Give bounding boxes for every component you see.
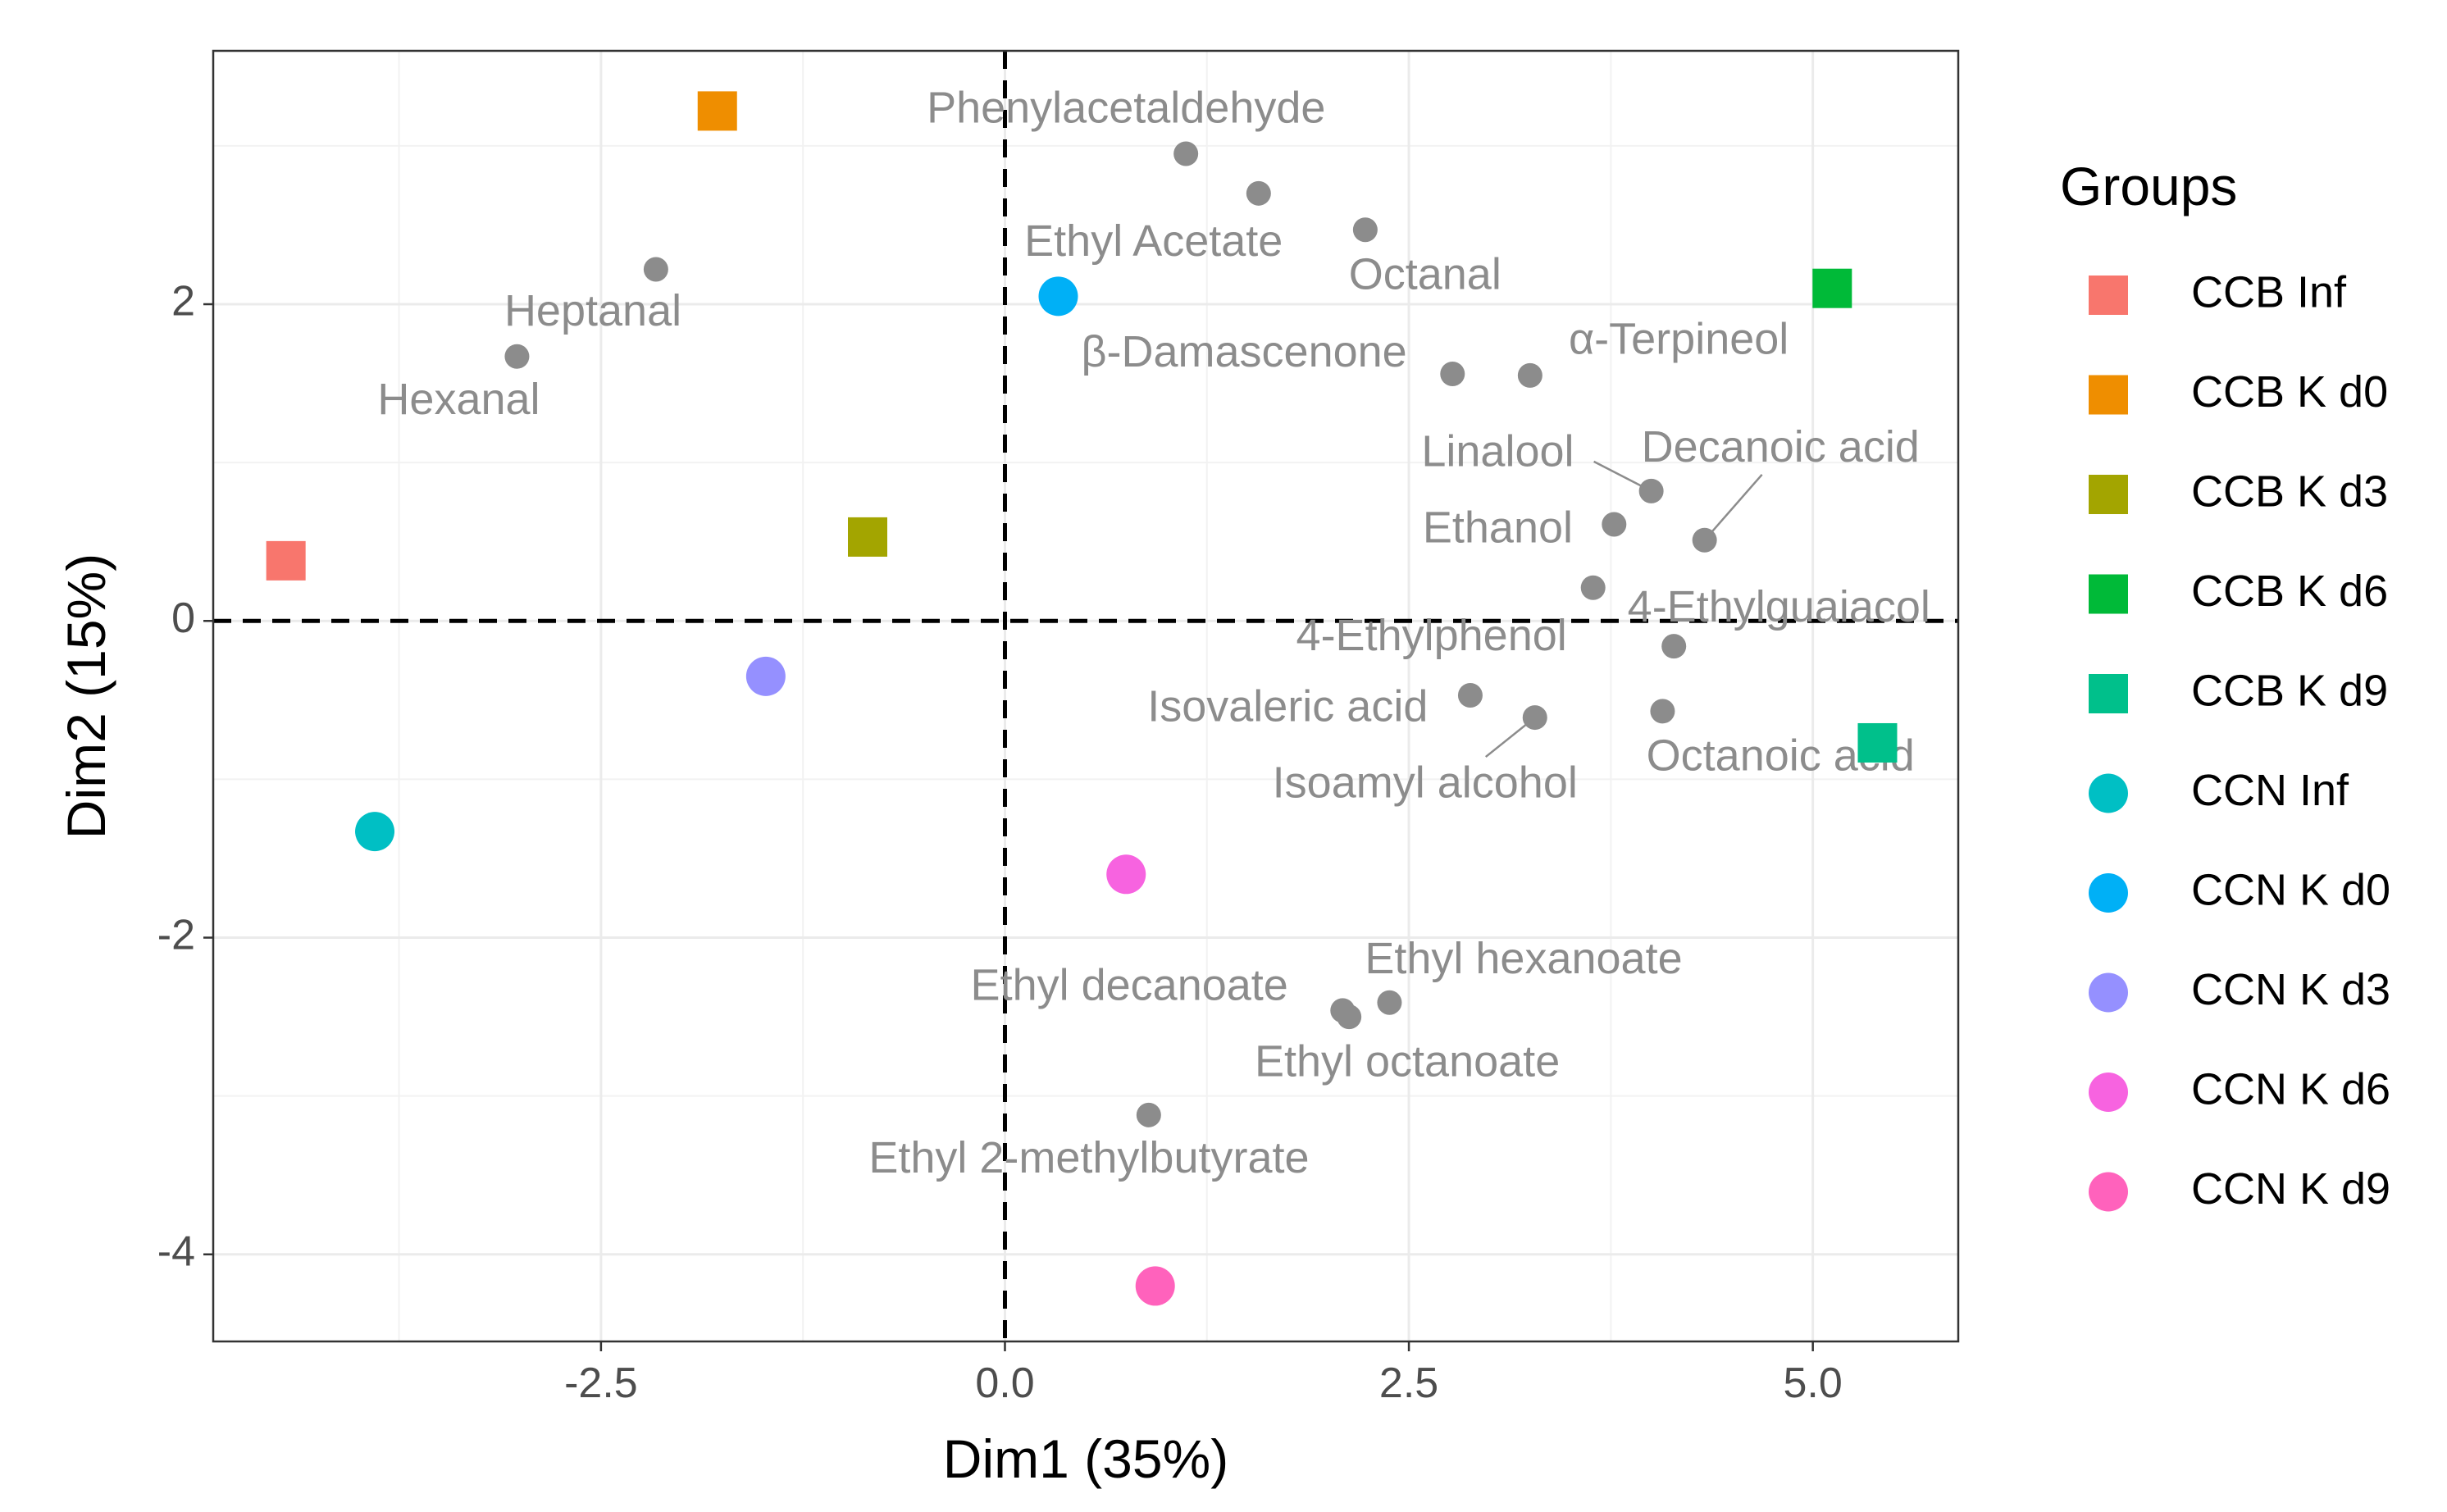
variable-label: Ethyl Acetate	[1024, 216, 1283, 266]
legend-label: CCN K d0	[2191, 865, 2390, 914]
group-point-square	[848, 517, 887, 557]
legend-label: CCB K d3	[2191, 467, 2388, 516]
legend-key-square	[2089, 574, 2128, 614]
x-tick-label: -2.5	[564, 1359, 638, 1407]
x-axis-title: Dim1 (35%)	[943, 1428, 1228, 1489]
y-axis: -4 -2 0 2	[157, 278, 213, 1276]
variable-label: Isoamyl alcohol	[1273, 758, 1578, 807]
y-axis-title: Dim2 (15%)	[56, 553, 116, 839]
legend-label: CCN K d9	[2191, 1164, 2390, 1214]
variable-label: 4-Ethylguaiacol	[1628, 582, 1930, 631]
group-points	[266, 91, 1898, 1306]
group-point-square	[1812, 268, 1852, 308]
variable-point	[1136, 1102, 1161, 1127]
group-point-circle	[745, 656, 786, 696]
variable-label: Decanoic acid	[1642, 422, 1920, 471]
variable-point	[1352, 217, 1378, 243]
variable-point	[643, 257, 668, 282]
variable-label: Isovaleric acid	[1147, 682, 1428, 731]
variable-label: Heptanal	[504, 286, 681, 335]
legend-key-circle	[2089, 873, 2128, 913]
x-axis: -2.5 0.0 2.5 5.0	[564, 1341, 1843, 1407]
variable-label: Octanal	[1349, 249, 1501, 298]
variable-label: Linalool	[1421, 427, 1574, 476]
y-tick-label: 0	[171, 594, 195, 642]
y-tick-label: 2	[171, 278, 195, 326]
legend-items: CCB Inf CCB K d0 CCB K d3 CCB K d6 CCB K d9 C…	[2089, 267, 2390, 1214]
variable-label: Hexanal	[377, 375, 540, 424]
legend-key-square	[2089, 674, 2128, 713]
group-point-square	[697, 91, 737, 131]
variable-label: Ethyl decanoate	[971, 961, 1288, 1010]
variable-point	[1638, 478, 1664, 503]
variable-point	[1337, 1004, 1362, 1030]
legend-label: CCB K d6	[2191, 567, 2388, 616]
legend-key-circle	[2089, 972, 2128, 1013]
leader-line	[1703, 473, 1763, 541]
group-point-square	[1857, 722, 1898, 763]
x-tick-label: 5.0	[1784, 1359, 1843, 1407]
variable-label: β-Damascenone	[1081, 327, 1406, 376]
legend-label: CCN K d6	[2191, 1064, 2390, 1114]
group-point-circle	[1038, 276, 1078, 317]
legend-key-square	[2089, 276, 2128, 315]
x-tick-label: 0.0	[975, 1359, 1034, 1407]
variable-point	[504, 344, 530, 369]
legend-key-circle	[2089, 1172, 2128, 1212]
variable-label: α-Terpineol	[1569, 315, 1789, 364]
variable-labels: Phenylacetaldehyde Octanal Ethyl Acetate He…	[377, 84, 1930, 1182]
legend-key-square	[2089, 375, 2128, 415]
legend-key-square	[2089, 475, 2128, 514]
variable-point	[1692, 527, 1717, 553]
x-tick-label: 2.5	[1379, 1359, 1438, 1407]
y-tick-label: -2	[157, 911, 195, 959]
variable-label: Ethyl hexanoate	[1365, 934, 1682, 983]
variable-point	[1440, 361, 1465, 386]
variable-label: Ethanol	[1423, 503, 1573, 552]
variable-label: 4-Ethylphenol	[1296, 611, 1567, 660]
variable-point	[1246, 180, 1271, 206]
reference-lines	[213, 51, 1958, 1341]
legend-label: CCN Inf	[2191, 766, 2349, 815]
legend-label: CCB K d9	[2191, 666, 2388, 715]
variable-point	[1650, 699, 1675, 724]
variable-point	[1661, 634, 1687, 659]
group-point-circle	[1135, 1266, 1175, 1306]
panel-border	[212, 49, 1960, 1343]
variable-label: Phenylacetaldehyde	[927, 84, 1325, 133]
variable-point	[1602, 512, 1627, 537]
variable-point	[1457, 683, 1483, 708]
group-point-square	[266, 540, 306, 581]
group-point-circle	[355, 812, 395, 852]
variable-point	[1377, 990, 1402, 1015]
group-point-circle	[1106, 854, 1146, 895]
y-tick-label: -4	[157, 1228, 195, 1276]
variable-point	[1517, 362, 1542, 388]
legend-label: CCB Inf	[2191, 267, 2347, 317]
legend-label: CCB K d0	[2191, 367, 2388, 417]
variable-point	[1173, 141, 1199, 166]
variable-label: Ethyl 2-methylbutyrate	[868, 1133, 1309, 1182]
legend-label: CCN K d3	[2191, 965, 2390, 1014]
legend-title: Groups	[2060, 156, 2237, 216]
variable-point	[1580, 575, 1606, 600]
legend-key-circle	[2089, 1073, 2128, 1112]
variable-label: Ethyl octanoate	[1255, 1036, 1560, 1086]
variable-point	[1522, 705, 1547, 731]
legend-key-circle	[2089, 773, 2128, 813]
